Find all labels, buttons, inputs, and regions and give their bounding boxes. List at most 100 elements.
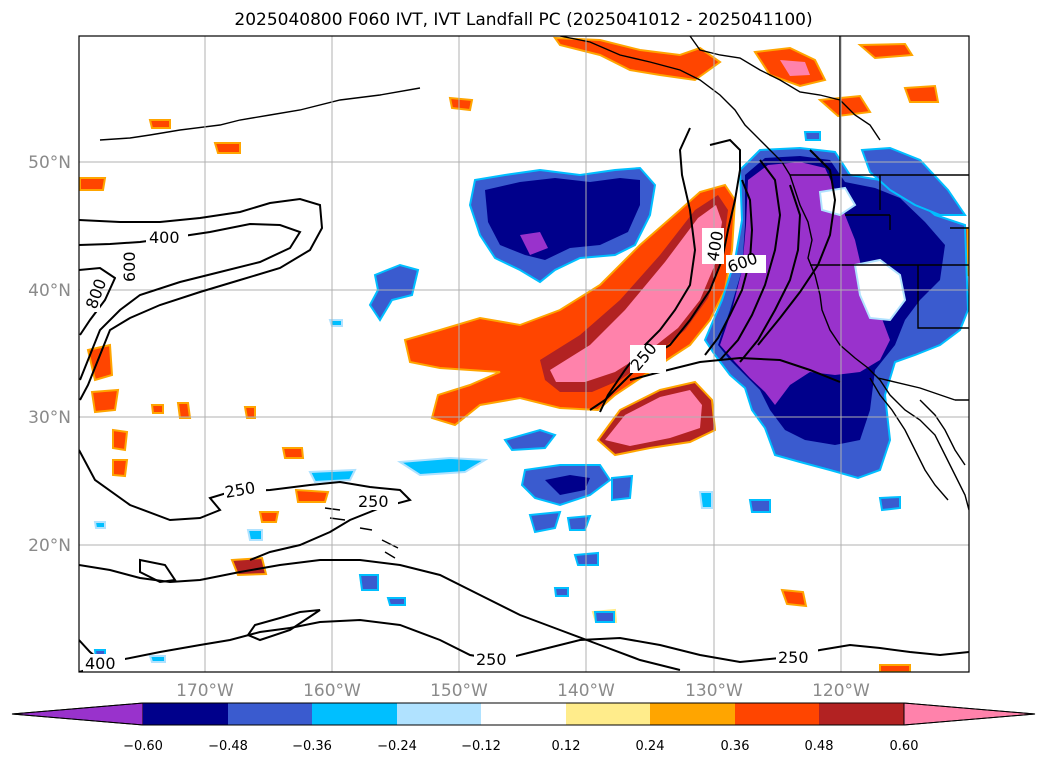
- colorbar-bin: [481, 703, 566, 725]
- mid-positive-4: [448, 96, 474, 112]
- mid-blue-2: [503, 428, 557, 452]
- sw-blue-3: [93, 521, 106, 529]
- lon-label-170w: 170°W: [176, 681, 234, 701]
- mid-blue-14: [593, 611, 615, 623]
- south-positive-1: [780, 588, 808, 608]
- lat-label-20n: 20°N: [28, 536, 71, 556]
- contour-800-east: [739, 184, 802, 363]
- colorbar-tick-label: 0.36: [721, 739, 750, 754]
- colorbar-ticks: −0.60 −0.48 −0.36 −0.24 −0.12 0.12 0.24 …: [123, 739, 918, 754]
- contour-250-south: [79, 618, 969, 672]
- mid-blue-10: [748, 499, 771, 513]
- colorbar-bin: [735, 703, 819, 725]
- lat-label-50n: 50°N: [28, 153, 71, 173]
- colorbar-tick-label: −0.60: [123, 739, 163, 754]
- contour-east-extra: [757, 149, 837, 346]
- colorbar-low-extension: [11, 702, 144, 726]
- colorbar-bin: [819, 703, 904, 725]
- contour-250-north: [589, 138, 741, 411]
- colorbar-bin: [566, 703, 650, 725]
- sw-blue-4: [246, 529, 263, 541]
- latitude-labels: 50°N 40°N 30°N 20°N: [28, 153, 71, 556]
- contour-label-250-south: 250: [476, 650, 507, 669]
- lat-label-30n: 30°N: [28, 408, 71, 428]
- mid-blue-4-core: [545, 475, 590, 495]
- positive-plume-peak: [550, 205, 722, 382]
- south-positive-3: [148, 119, 171, 129]
- contour-400-east: [704, 179, 754, 356]
- colorbar-bin: [397, 703, 481, 725]
- ivt-contours: [79, 127, 969, 672]
- west-positive-3: [90, 388, 120, 414]
- colorbar-bin: [143, 703, 228, 725]
- aleutians: [99, 87, 421, 141]
- coastlines: [99, 36, 969, 559]
- map-frame: [78, 35, 970, 673]
- lon-label-160w: 160°W: [303, 681, 361, 701]
- contour-600-west: [79, 222, 302, 381]
- mid-blue-16: [698, 491, 713, 509]
- contour-label-250-hawaii: 250: [358, 492, 389, 511]
- colorbar-tick-label: −0.24: [377, 739, 417, 754]
- longitude-labels: 170°W 160°W 150°W 140°W 130°W 120°W: [176, 681, 870, 701]
- mid-blue-1: [368, 263, 420, 322]
- colorbar-outline: [11, 702, 1036, 726]
- nw-positive-4: [903, 84, 940, 103]
- colorbar-bin: [228, 703, 312, 725]
- alaska-coast-inner: [689, 36, 881, 141]
- south-positive-4: [879, 664, 911, 672]
- mid-positive-8: [150, 404, 164, 414]
- colorbar-tick-label: −0.12: [461, 739, 501, 754]
- colorbar-high-extension: [903, 702, 1036, 726]
- nw-positive-1-core: [780, 60, 810, 76]
- contour-label-250-west: 250: [223, 478, 256, 502]
- colorbar-tick-label: 0.48: [805, 739, 834, 754]
- contour-600-east: [719, 159, 782, 361]
- mid-positive-7: [243, 406, 256, 419]
- contour-800-west: [79, 266, 117, 336]
- contour-outer-loop: [79, 449, 412, 561]
- contour-400-west: [79, 197, 324, 401]
- mid-blue-13: [553, 587, 569, 597]
- lon-label-140w: 140°W: [557, 681, 615, 701]
- mid-blue-7: [566, 514, 592, 531]
- contour-label-600-west: 600: [120, 251, 139, 282]
- gulf-coast: [919, 399, 966, 466]
- state-borders: [790, 174, 969, 401]
- contour-label-400-west: 400: [149, 228, 180, 247]
- west-positive-4: [112, 428, 129, 452]
- mid-blue-3: [396, 456, 489, 477]
- contour-250-mid: [246, 609, 321, 642]
- secondary-positive-peak: [605, 390, 702, 446]
- lon-label-150w: 150°W: [430, 681, 488, 701]
- colorbar-tick-label: 0.12: [552, 739, 581, 754]
- mid-blue-18: [803, 131, 821, 141]
- baja-coast: [869, 377, 949, 501]
- mid-blue-17: [328, 319, 343, 327]
- mexico-border: [877, 377, 956, 401]
- mid-blue-12: [358, 574, 379, 591]
- map-title: 2025040800 F060 IVT, IVT Landfall PC (20…: [234, 10, 813, 30]
- colorbar-bin: [312, 703, 397, 725]
- mid-positive-6: [176, 402, 192, 419]
- colorbar-tick-label: 0.60: [890, 739, 919, 754]
- contour-label-250-se: 250: [778, 648, 809, 667]
- west-positive-1: [79, 177, 107, 191]
- contour-mid-loop: [139, 558, 177, 584]
- alaska-coast: [559, 36, 969, 511]
- positive-pc-regions: [79, 36, 969, 672]
- lat-label-40n: 40°N: [28, 281, 71, 301]
- mid-blue-6: [528, 510, 562, 534]
- lon-label-120w: 120°W: [812, 681, 870, 701]
- map-plot-area: 400 600 800 400 600 250 250 250 250 400 …: [79, 36, 969, 673]
- nw-positive-2: [857, 42, 914, 60]
- lon-label-130w: 130°W: [685, 681, 743, 701]
- colorbar-tick-label: 0.24: [636, 739, 665, 754]
- mid-blue-15: [386, 597, 406, 606]
- contour-label-group: 400 600 800 400 600 250 250 250 250 400 …: [80, 228, 818, 673]
- northern-blue-purple: [520, 232, 548, 255]
- contour-label-400-sw: 400: [85, 654, 116, 673]
- colorbar-tick-label: −0.36: [292, 739, 332, 754]
- mid-positive-1: [294, 488, 330, 503]
